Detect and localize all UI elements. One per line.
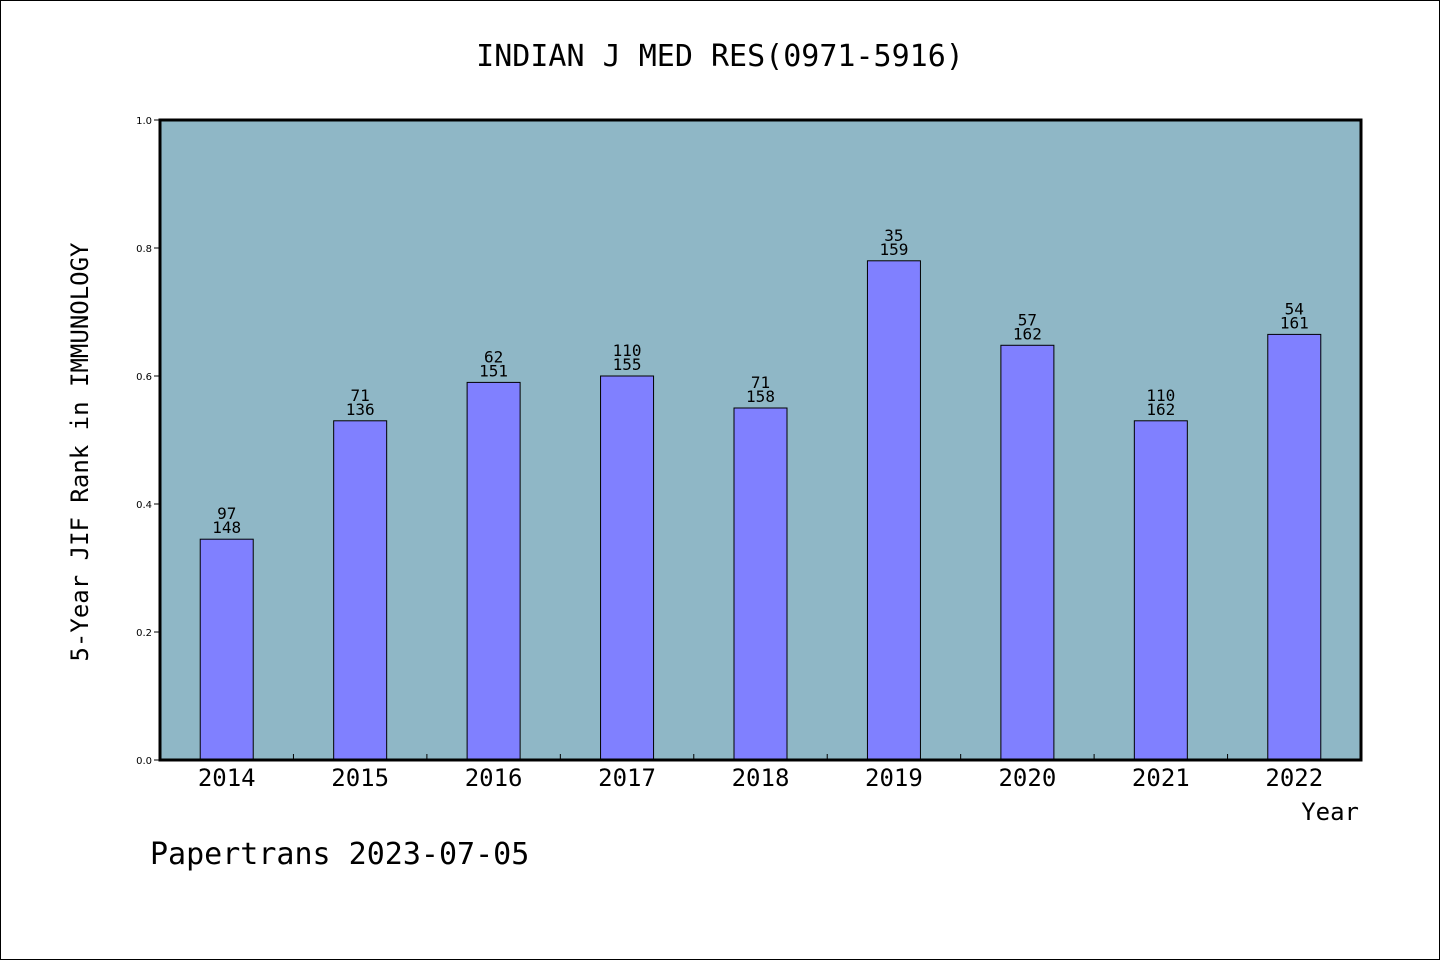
bar-2022	[1267, 333, 1322, 761]
bar-rank-label: 71	[751, 373, 770, 392]
bar-rank-label: 110	[1146, 386, 1175, 405]
x-tick-label: 2020	[998, 764, 1056, 792]
bar-total-label: 136	[346, 400, 375, 419]
bar-2019	[866, 260, 921, 761]
bar-2015	[333, 420, 388, 761]
bar-2014	[199, 538, 254, 761]
bar-total-label: 159	[879, 240, 908, 259]
footer-date: Papertrans 2023-07-05	[150, 837, 529, 872]
plot-border	[158, 118, 1363, 762]
x-tick-label: 2016	[465, 764, 523, 792]
bar-rank-label: 35	[884, 226, 903, 245]
x-tick-label: 2019	[865, 764, 923, 792]
bar-total-label: 162	[1013, 324, 1042, 343]
x-axis-label: Year	[1301, 798, 1359, 826]
bar-rank-label: 57	[1018, 310, 1037, 329]
x-axis-ticks: 2014 2015 2016 2017 2018 2019 2020 2021 2022	[198, 754, 1323, 792]
bar-2020	[1000, 344, 1055, 761]
bar-total-label: 151	[479, 361, 508, 380]
bar-total-label: 158	[746, 387, 775, 406]
y-tick-label: 1.0	[136, 116, 152, 127]
bar-2018	[733, 407, 788, 761]
bar-rank-label: 54	[1285, 299, 1304, 318]
y-tick-label: 0.0	[136, 756, 152, 767]
y-tick-label: 0.4	[136, 500, 152, 511]
bar-total-label: 161	[1280, 313, 1309, 332]
y-tick-label: 0.8	[136, 244, 152, 255]
y-tick-label: 0.2	[136, 628, 152, 639]
x-tick-label: 2015	[331, 764, 389, 792]
bar-rank-label: 62	[484, 347, 503, 366]
bar-rank-label: 71	[351, 386, 370, 405]
bar-total-label: 148	[212, 518, 241, 537]
x-tick-label: 2014	[198, 764, 256, 792]
bar-total-label: 155	[613, 355, 642, 374]
y-tick-label: 0.6	[136, 372, 152, 383]
bar-rank-label: 97	[217, 504, 236, 523]
chart-title: INDIAN J MED RES(0971-5916)	[476, 39, 964, 74]
y-axis-label: 5-Year JIF Rank in IMMUNOLOGY	[66, 242, 94, 662]
x-tick-label: 2017	[598, 764, 656, 792]
x-tick-label: 2018	[732, 764, 790, 792]
bar-total-label: 162	[1146, 400, 1175, 419]
bar-rank-label: 110	[613, 341, 642, 360]
bar-2017	[600, 375, 655, 761]
x-tick-label: 2021	[1132, 764, 1190, 792]
bar-2016	[466, 381, 521, 761]
bar-2021	[1133, 420, 1188, 761]
x-tick-label: 2022	[1265, 764, 1323, 792]
y-axis-ticks: 0.0 0.2 0.4 0.6 0.8 1.0	[136, 116, 160, 767]
bars: 9714871136621511101557115835159571621101…	[199, 226, 1322, 761]
